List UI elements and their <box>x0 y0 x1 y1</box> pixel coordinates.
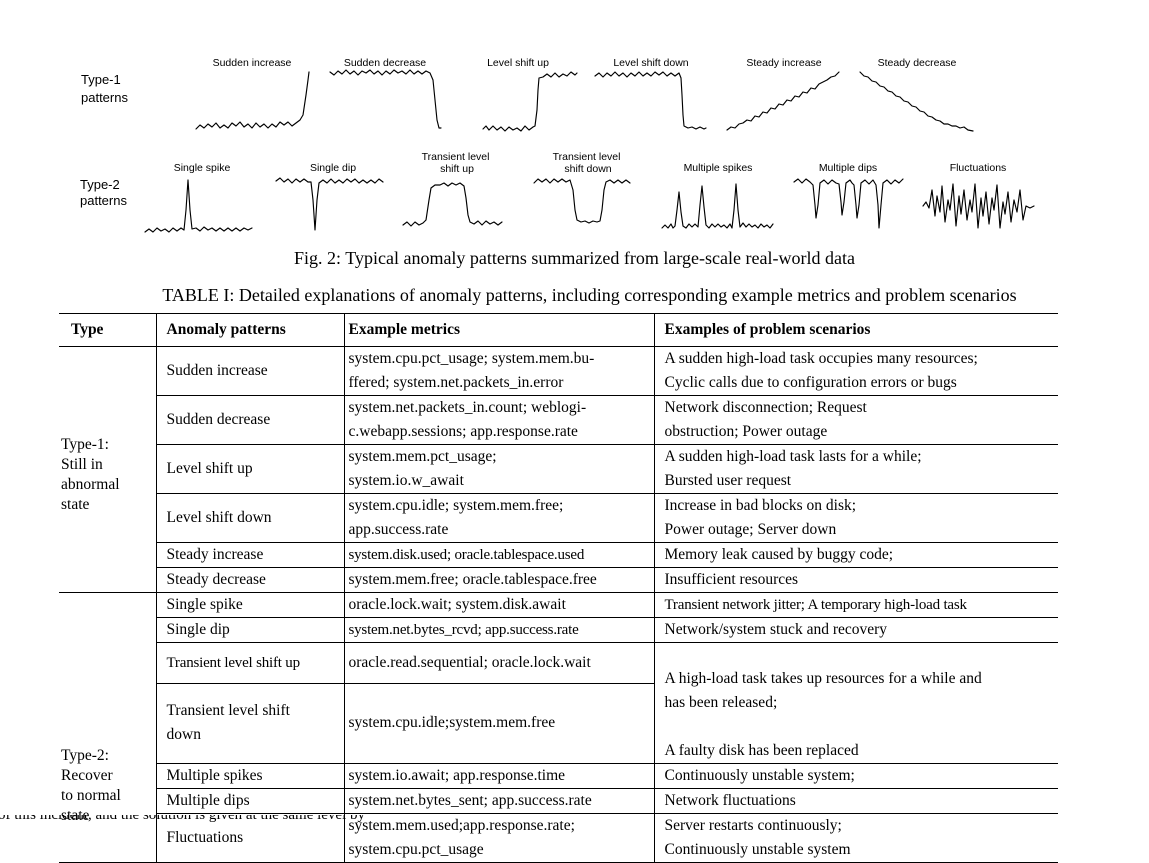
table-row: Transient level shift down system.cpu.id… <box>59 683 1058 765</box>
header-example-metrics: Example metrics <box>344 313 655 347</box>
table-row: Single dip system.net.bytes_rcvd; app.su… <box>59 617 1058 643</box>
pattern-label-steady-increase: Steady increase <box>746 57 821 69</box>
transient-level-shift-down-curve-icon <box>533 178 631 224</box>
header-anomaly-patterns: Anomaly patterns <box>156 313 345 347</box>
scenarios-cell: Continuously unstable system; <box>654 763 1058 789</box>
pattern-cell: Multiple dips <box>156 788 345 814</box>
metrics-cell: system.net.bytes_sent; app.success.rate <box>344 788 655 814</box>
scenarios-cell: Increase in bad blocks on disk; Power ou… <box>654 493 1058 543</box>
pattern-label-transient-level-shift-up: Transient level shift up <box>422 151 493 175</box>
scenarios-text: A faulty disk has been replaced <box>664 742 859 759</box>
pattern-label-single-dip: Single dip <box>310 162 356 174</box>
pattern-cell: Transient level shift up <box>156 642 345 684</box>
type1-label-line1: Type-1 <box>81 72 121 87</box>
steady-increase-curve-icon <box>726 71 840 131</box>
type2-group-label: Type-2: Recover to normal state <box>59 592 157 863</box>
multiple-dips-curve-icon <box>793 178 904 229</box>
pattern-cell: Sudden increase <box>156 346 345 396</box>
pattern-label-multiple-spikes: Multiple spikes <box>684 162 753 174</box>
anomaly-patterns-figure: Type-1 patterns Type-2 patterns Sudden i… <box>80 57 1035 233</box>
scenarios-cell: Memory leak caused by buggy code; <box>654 542 1058 568</box>
pattern-cell: Level shift down <box>156 493 345 543</box>
metrics-cell: system.disk.used; oracle.tablespace.used <box>344 542 655 568</box>
type1-patterns-label: Type-1 patterns <box>81 72 128 105</box>
pattern-label-sudden-increase: Sudden increase <box>213 57 292 69</box>
table-caption: TABLE I: Detailed explanations of anomal… <box>162 285 1017 305</box>
table-row: Steady increase system.disk.used; oracle… <box>59 542 1058 568</box>
header-type: Type <box>59 313 157 347</box>
pattern-cell: Steady increase <box>156 542 345 568</box>
scenarios-cell: Network/system stuck and recovery <box>654 617 1058 643</box>
scenarios-cell: A sudden high-load task occupies many re… <box>654 346 1058 396</box>
scenarios-cell: Network disconnection; Request obstructi… <box>654 395 1058 445</box>
steady-decrease-curve-icon <box>859 71 974 132</box>
scenarios-cell: A sudden high-load task lasts for a whil… <box>654 444 1058 494</box>
pattern-cell: Sudden decrease <box>156 395 345 445</box>
table-header-row: Type Anomaly patterns Example metrics Ex… <box>59 313 1058 347</box>
table-row: Type-1: Still in abnormal state Sudden i… <box>59 346 1058 593</box>
pattern-cell: Single spike <box>156 592 345 618</box>
scenarios-cell: Network fluctuations <box>654 788 1058 814</box>
transient-level-shift-up-line1: Transient level <box>422 151 490 163</box>
scenarios-cell: Transient network jitter; A temporary hi… <box>654 592 1058 618</box>
body-text-fragment: of this incident, and the solution is gi… <box>0 815 366 823</box>
metrics-cell: oracle.read.sequential; oracle.lock.wait <box>344 642 655 684</box>
pattern-label-steady-decrease: Steady decrease <box>878 57 957 69</box>
metrics-cell: system.net.packets_in.count; weblogi- c.… <box>344 395 655 445</box>
type1-group-label: Type-1: Still in abnormal state <box>59 346 157 593</box>
metrics-cell: system.mem.pct_usage; system.io.w_await <box>344 444 655 494</box>
pattern-cell: Transient level shift down <box>156 683 345 765</box>
table-row: Type-2: Recover to normal state Single s… <box>59 592 1058 863</box>
table-row: Transient level shift up oracle.read.seq… <box>59 642 1058 764</box>
table-row: Multiple dips system.net.bytes_sent; app… <box>59 788 1058 814</box>
anomaly-patterns-table: Type Anomaly patterns Example metrics Ex… <box>59 313 1058 863</box>
level-shift-down-curve-icon <box>594 71 707 130</box>
scenarios-cell: Insufficient resources <box>654 567 1058 593</box>
pattern-label-level-shift-down: Level shift down <box>613 57 688 69</box>
pattern-cell: Multiple spikes <box>156 763 345 789</box>
metrics-cell: system.net.bytes_rcvd; app.success.rate <box>344 617 655 643</box>
fluctuations-curve-icon <box>922 183 1035 229</box>
header-problem-scenarios: Examples of problem scenarios <box>654 313 1058 347</box>
transient-level-shift-up-curve-icon <box>402 182 503 227</box>
pattern-label-multiple-dips: Multiple dips <box>819 162 877 174</box>
table-row: Steady decrease system.mem.free; oracle.… <box>59 567 1058 593</box>
single-spike-curve-icon <box>144 179 253 233</box>
type2-label-line1: Type-2 <box>80 177 120 192</box>
scenarios-text: A high-load task takes up resources for … <box>664 670 982 711</box>
type1-label-line2: patterns <box>81 90 128 105</box>
metrics-cell: system.io.await; app.response.time <box>344 763 655 789</box>
pattern-label-transient-level-shift-down: Transient level shift down <box>553 151 624 175</box>
pattern-cell: Steady decrease <box>156 567 345 593</box>
table-row: Multiple spikes system.io.await; app.res… <box>59 763 1058 789</box>
single-dip-curve-icon <box>275 177 384 231</box>
transient-level-shift-down-line2: shift down <box>564 163 611 175</box>
metrics-cell: oracle.lock.wait; system.disk.await <box>344 592 655 618</box>
pattern-label-sudden-decrease: Sudden decrease <box>344 57 426 69</box>
pattern-cell: Level shift up <box>156 444 345 494</box>
level-shift-up-curve-icon <box>482 71 578 132</box>
scenarios-cell: A high-load task takes up resources for … <box>654 642 1058 764</box>
metrics-cell: system.cpu.pct_usage; system.mem.bu- ffe… <box>344 346 655 396</box>
metrics-cell: system.mem.free; oracle.tablespace.free <box>344 567 655 593</box>
type2-patterns-label: Type-2 patterns <box>80 177 127 208</box>
cut-off-body-text: of this incident, and the solution is gi… <box>0 815 1149 823</box>
pattern-label-level-shift-up: Level shift up <box>487 57 549 69</box>
metrics-cell: system.cpu.idle; system.mem.free; app.su… <box>344 493 655 543</box>
pattern-label-single-spike: Single spike <box>174 162 231 174</box>
pattern-label-fluctuations: Fluctuations <box>950 162 1007 174</box>
type2-label-line2: patterns <box>80 193 127 208</box>
sudden-decrease-curve-icon <box>329 69 442 129</box>
figure-caption: Fig. 2: Typical anomaly patterns summari… <box>294 248 855 268</box>
multiple-spikes-curve-icon <box>661 183 774 229</box>
transient-level-shift-up-line2: shift up <box>440 163 474 175</box>
transient-level-shift-down-line1: Transient level <box>553 151 621 163</box>
table-row: Level shift down system.cpu.idle; system… <box>59 493 1058 543</box>
pattern-cell: Single dip <box>156 617 345 643</box>
sudden-increase-curve-icon <box>195 71 310 130</box>
metrics-cell: system.cpu.idle;system.mem.free <box>344 683 655 765</box>
table-row: Level shift up system.mem.pct_usage; sys… <box>59 444 1058 494</box>
table-row: Sudden decrease system.net.packets_in.co… <box>59 395 1058 445</box>
